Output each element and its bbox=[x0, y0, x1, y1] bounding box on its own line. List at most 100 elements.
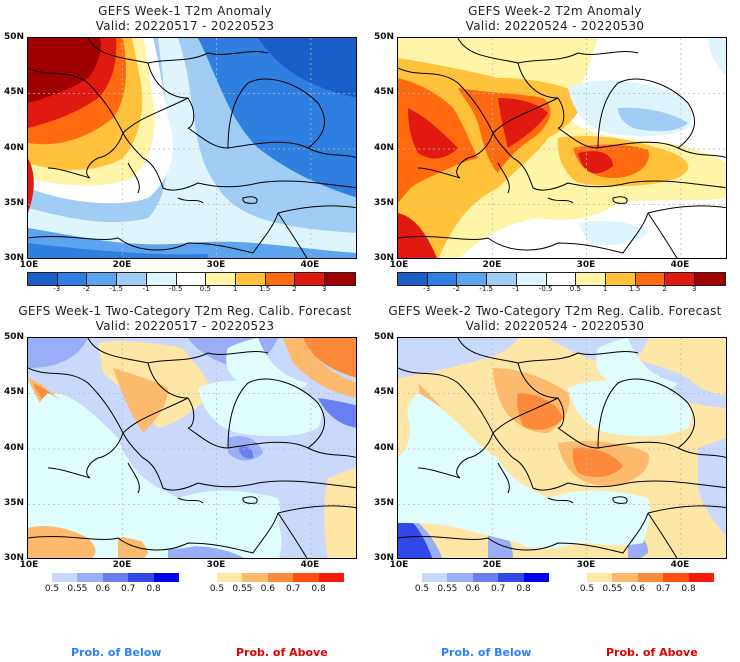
colorbar-swatch bbox=[267, 573, 294, 582]
colorbar-swatch bbox=[217, 573, 243, 582]
anomaly-colorbar bbox=[27, 272, 356, 286]
lat-label: 45N bbox=[373, 87, 394, 97]
lon-label: 40E bbox=[670, 560, 690, 570]
colorbar-label: 0.55 bbox=[232, 584, 253, 594]
prob-below-colorbar-labels: 0.5 0.55 0.6 0.7 0.8 bbox=[415, 584, 549, 596]
lon-label: 10E bbox=[389, 260, 409, 270]
lon-label: 30E bbox=[576, 560, 596, 570]
colorbar-label: 2 bbox=[292, 285, 297, 293]
colorbar-swatch bbox=[487, 273, 517, 285]
colorbar-label: 0.8 bbox=[681, 584, 696, 594]
lat-label: 50N bbox=[3, 332, 24, 342]
map-week2-probability bbox=[397, 337, 727, 559]
colorbar-swatch bbox=[295, 273, 326, 285]
anomaly-colorbar-labels: -3 -2 -1.5 -1 -0.5 0.5 1 1.5 2 3 bbox=[397, 285, 724, 295]
colorbar-label: -3 bbox=[423, 285, 431, 293]
colorbar-swatch bbox=[398, 273, 428, 285]
colorbar-label: -1 bbox=[512, 285, 520, 293]
anomaly-map-svg bbox=[398, 38, 726, 258]
colorbar-swatch bbox=[663, 573, 689, 582]
lat-label: 50N bbox=[3, 32, 24, 42]
colorbar-label: 1 bbox=[602, 285, 608, 293]
panel-title: GEFS Week-1 Two-Category T2m Reg. Calib.… bbox=[18, 304, 352, 318]
colorbar-swatch bbox=[117, 273, 147, 285]
colorbar-swatch bbox=[206, 273, 237, 285]
colorbar-swatch bbox=[28, 273, 58, 285]
colorbar-label: -1.5 bbox=[479, 285, 494, 293]
colorbar-swatch bbox=[576, 273, 607, 285]
panel-title: GEFS Week-2 Two-Category T2m Reg. Calib.… bbox=[388, 304, 722, 318]
colorbar-label: 0.8 bbox=[516, 584, 531, 594]
colorbar-label: 1.5 bbox=[259, 285, 271, 293]
lon-label: 10E bbox=[19, 560, 39, 570]
lon-label: 20E bbox=[482, 260, 502, 270]
colorbar-swatch bbox=[293, 573, 319, 582]
lat-label: 35N bbox=[3, 198, 24, 208]
lat-label: 30N bbox=[3, 253, 24, 263]
map-week1-anomaly bbox=[27, 37, 357, 259]
colorbar-label: 1 bbox=[232, 285, 238, 293]
colorbar-label: 0.55 bbox=[67, 584, 88, 594]
colorbar-swatch bbox=[176, 273, 207, 285]
prob-below-colorbar bbox=[52, 573, 179, 582]
colorbar-swatch bbox=[77, 573, 103, 582]
lon-label: 10E bbox=[389, 560, 409, 570]
colorbar-label: 0.6 bbox=[95, 584, 110, 594]
colorbar-label: 0.5 bbox=[209, 584, 225, 594]
colorbar-swatch bbox=[457, 273, 488, 285]
lat-label: 35N bbox=[373, 498, 394, 508]
colorbar-swatch bbox=[637, 573, 664, 582]
colorbar-label: 0.7 bbox=[121, 584, 136, 594]
colorbar-swatch bbox=[265, 273, 296, 285]
colorbar-label: 0.6 bbox=[260, 584, 275, 594]
lat-label: 30N bbox=[3, 553, 24, 563]
prob-above-colorbar-labels: 0.5 0.55 0.6 0.7 0.8 bbox=[580, 584, 714, 596]
colorbar-swatch bbox=[128, 573, 154, 582]
panel-week2-anomaly: GEFS Week-2 T2m Anomaly Valid: 20220524 … bbox=[370, 0, 740, 300]
colorbar-label: -1 bbox=[142, 285, 150, 293]
anomaly-map-svg bbox=[28, 38, 356, 258]
colorbar-swatch bbox=[516, 273, 547, 285]
colorbar-label: -0.5 bbox=[168, 285, 183, 293]
panel-title: GEFS Week-1 T2m Anomaly bbox=[98, 4, 272, 18]
colorbar-label: 0.7 bbox=[286, 584, 301, 594]
colorbar-label: 0.5 bbox=[44, 584, 60, 594]
colorbar-label: 1.5 bbox=[629, 285, 641, 293]
colorbar-swatch bbox=[523, 573, 549, 582]
lon-label: 20E bbox=[112, 560, 132, 570]
colorbar-label: 0.8 bbox=[146, 584, 161, 594]
colorbar-swatch bbox=[612, 573, 638, 582]
colorbar-swatch bbox=[318, 573, 344, 582]
colorbar-label: 0.6 bbox=[630, 584, 645, 594]
lat-label: 50N bbox=[373, 332, 394, 342]
lat-label: 45N bbox=[3, 387, 24, 397]
colorbar-swatch bbox=[146, 273, 177, 285]
colorbar-label: -3 bbox=[53, 285, 61, 293]
colorbar-label: -1.5 bbox=[109, 285, 124, 293]
colorbar-swatch bbox=[57, 273, 88, 285]
colorbar-swatch bbox=[695, 273, 725, 285]
colorbar-label: 0.7 bbox=[656, 584, 671, 594]
colorbar-swatch bbox=[472, 573, 499, 582]
lat-label: 30N bbox=[373, 553, 394, 563]
colorbar-label: -0.5 bbox=[538, 285, 553, 293]
colorbar-swatch bbox=[688, 573, 714, 582]
prob-below-colorbar bbox=[422, 573, 549, 582]
colorbar-swatch bbox=[236, 273, 266, 285]
panel-week2-probability: GEFS Week-2 Two-Category T2m Reg. Calib.… bbox=[370, 300, 740, 662]
colorbar-swatch bbox=[153, 573, 179, 582]
lat-label: 40N bbox=[3, 443, 24, 453]
colorbar-swatch bbox=[87, 273, 118, 285]
colorbar-label: 0.6 bbox=[465, 584, 480, 594]
colorbar-swatch bbox=[447, 573, 473, 582]
prob-below-colorbar-labels: 0.5 0.55 0.6 0.7 0.8 bbox=[45, 584, 179, 596]
legend-prob-below: Prob. of Below bbox=[441, 646, 532, 659]
lon-label: 30E bbox=[206, 260, 226, 270]
colorbar-label: 0.55 bbox=[437, 584, 458, 594]
panel-valid-dates: Valid: 20220524 - 20220530 bbox=[465, 319, 645, 333]
lon-label: 10E bbox=[19, 260, 39, 270]
lat-label: 45N bbox=[3, 87, 24, 97]
colorbar-swatch bbox=[325, 273, 355, 285]
colorbar-label: 0.8 bbox=[311, 584, 326, 594]
lon-label: 40E bbox=[300, 260, 320, 270]
